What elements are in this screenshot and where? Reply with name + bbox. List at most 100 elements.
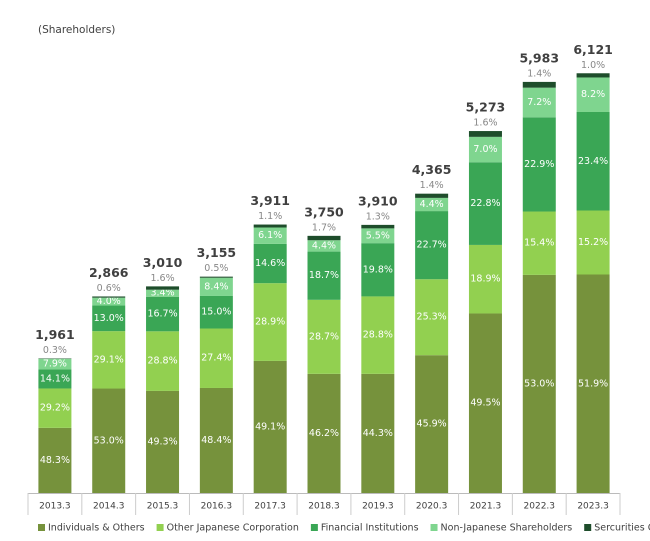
bar-segment	[199, 387, 233, 493]
segment-label: 1.6%	[473, 118, 497, 129]
segment-label: 7.0%	[473, 144, 497, 155]
bar-segment	[253, 227, 287, 244]
segment-label: 16.7%	[147, 309, 177, 320]
x-tick-label: 2019.3	[362, 502, 394, 512]
segment-label: 1.6%	[150, 273, 174, 284]
segment-label: 7.9%	[43, 359, 67, 370]
segment-label: 27.4%	[201, 353, 231, 364]
bar-segment	[146, 286, 180, 290]
bar-segment	[361, 228, 395, 244]
segment-label: 22.9%	[524, 159, 554, 170]
bar-segment	[307, 373, 341, 493]
legend-swatch	[430, 524, 438, 531]
x-tick-label: 2020.3	[416, 502, 448, 512]
bar-segment	[468, 313, 502, 493]
legend-swatch	[156, 524, 164, 531]
bar-segment	[361, 296, 395, 374]
legend-label: Other Japanese Corporation	[167, 523, 299, 534]
bar-segment	[522, 274, 556, 493]
bar-segment	[415, 197, 449, 212]
bar-segment	[361, 224, 395, 229]
segment-label: 51.9%	[578, 378, 608, 389]
bar-segment	[415, 279, 449, 356]
bar-segment	[38, 427, 72, 493]
bar-segment	[522, 87, 556, 118]
total-label: 5,983	[519, 50, 559, 65]
x-tick-label: 2013.3	[39, 502, 71, 512]
segment-label: 13.0%	[94, 313, 124, 324]
unit-label: (Shareholders)	[38, 24, 115, 36]
segment-label: 1.4%	[420, 180, 444, 191]
bar-segment	[468, 244, 502, 314]
segment-label: 1.7%	[312, 222, 336, 233]
total-label: 3,010	[143, 255, 183, 270]
segment-label: 18.7%	[309, 270, 339, 281]
segment-label: 4.4%	[312, 240, 336, 251]
total-label: 3,750	[304, 204, 344, 219]
segment-label: 0.5%	[204, 263, 228, 274]
bar-segment	[307, 240, 341, 252]
bar-segment	[253, 243, 287, 284]
bar-segment	[146, 390, 180, 493]
bar-segment	[468, 131, 502, 137]
bar-segment	[307, 251, 341, 300]
segment-label: 49.1%	[255, 421, 285, 432]
x-tick-label: 2018.3	[308, 502, 340, 512]
bar-segment	[415, 193, 449, 198]
bar-segment	[522, 211, 556, 275]
segment-label: 28.7%	[309, 331, 339, 342]
total-label: 3,911	[250, 193, 290, 208]
segment-label: 8.4%	[204, 281, 228, 292]
bar-segment	[522, 81, 556, 88]
bar-segment	[146, 331, 180, 391]
segment-label: 23.4%	[578, 156, 608, 167]
segment-label: 25.3%	[417, 312, 447, 323]
segment-label: 8.2%	[581, 89, 605, 100]
bar-segment	[146, 296, 180, 332]
segment-label: 15.4%	[524, 238, 554, 249]
bar-segment	[92, 388, 126, 493]
segment-label: 28.9%	[255, 317, 285, 328]
legend-swatch	[38, 524, 45, 531]
bar-segment	[38, 388, 72, 428]
total-label: 5,273	[466, 100, 506, 115]
bar-segment	[361, 243, 395, 297]
segment-label: 0.3%	[43, 345, 67, 356]
bar-segment	[576, 73, 610, 78]
segment-label: 1.1%	[258, 211, 282, 222]
total-label: 6,121	[573, 42, 613, 57]
bar-segment	[253, 360, 287, 493]
x-tick-label: 2016.3	[201, 502, 233, 512]
bar-segment	[468, 136, 502, 163]
segment-label: 45.9%	[417, 419, 447, 430]
bar-segment	[415, 355, 449, 493]
bar-segment	[92, 296, 126, 298]
segment-label: 46.2%	[309, 428, 339, 439]
segment-label: 29.2%	[40, 403, 70, 414]
bar-segment	[415, 211, 449, 280]
segment-label: 15.2%	[578, 237, 608, 248]
bar-segment	[361, 373, 395, 493]
segment-label: 3.4%	[150, 288, 174, 299]
segment-label: 22.8%	[470, 198, 500, 209]
segment-label: 29.1%	[94, 354, 124, 365]
x-tick-label: 2022.3	[524, 502, 556, 512]
segment-label: 4.4%	[420, 199, 444, 210]
legend-label: Non-Japanese Shareholders	[441, 523, 573, 534]
segment-label: 6.1%	[258, 230, 282, 241]
bar-segment	[199, 277, 233, 296]
bar-segment	[253, 283, 287, 361]
segment-label: 48.4%	[201, 435, 231, 446]
bar-segment	[253, 224, 287, 228]
bar-segment	[92, 297, 126, 306]
x-tick-label: 2021.3	[470, 502, 502, 512]
bar-segment	[576, 210, 610, 275]
x-tick-label: 2015.3	[147, 502, 179, 512]
segment-label: 7.2%	[527, 97, 551, 108]
segment-label: 49.5%	[470, 398, 500, 409]
bar-segment	[92, 305, 126, 332]
total-label: 1,961	[35, 327, 75, 342]
segment-label: 44.3%	[363, 428, 393, 439]
segment-label: 22.7%	[417, 240, 447, 251]
